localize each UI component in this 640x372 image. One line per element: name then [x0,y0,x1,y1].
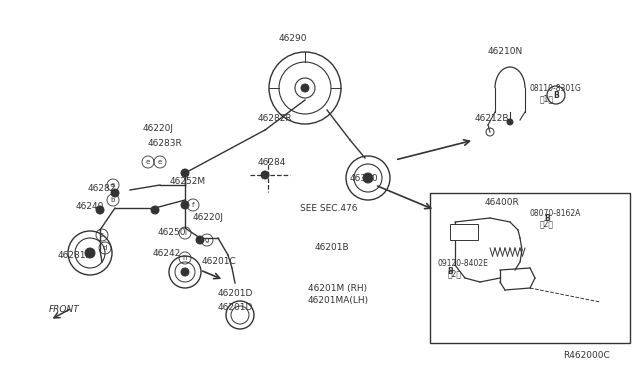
Text: h: h [183,255,188,261]
Circle shape [196,236,204,244]
Text: f: f [192,202,195,208]
Text: 46282R: 46282R [258,113,292,122]
Text: FRONT: FRONT [49,305,79,314]
Text: 46201B: 46201B [315,243,349,251]
Text: B: B [544,214,550,222]
Circle shape [363,173,373,183]
Text: 46210N: 46210N [488,46,524,55]
Text: 46310: 46310 [350,173,379,183]
Text: a: a [111,182,115,188]
Circle shape [261,171,269,179]
Text: 46242: 46242 [153,248,181,257]
Text: 46284: 46284 [258,157,286,167]
Text: 46201MA(LH): 46201MA(LH) [308,295,369,305]
Text: B: B [553,90,559,99]
Circle shape [96,206,104,214]
Text: 46281N: 46281N [58,250,93,260]
Circle shape [111,189,119,197]
Text: （1）: （1） [540,94,554,103]
Text: （2）: （2） [540,219,554,228]
Text: b: b [111,197,115,203]
Text: （2）: （2） [448,269,462,279]
Text: 46201D: 46201D [218,289,253,298]
Text: 46240: 46240 [76,202,104,211]
Text: 46220J: 46220J [193,212,224,221]
Circle shape [181,201,189,209]
Circle shape [301,84,309,92]
Text: 46282: 46282 [88,183,116,192]
Text: 46250: 46250 [158,228,186,237]
Circle shape [85,248,95,258]
Text: SEE SEC.476: SEE SEC.476 [300,203,358,212]
Text: e: e [146,159,150,165]
Text: 46252M: 46252M [170,176,206,186]
Circle shape [181,268,189,276]
Text: 46290: 46290 [279,33,307,42]
Text: c: c [100,232,104,238]
Text: 46201C: 46201C [202,257,237,266]
Text: 46201D: 46201D [218,304,253,312]
Text: 08110-8301G: 08110-8301G [530,83,582,93]
Text: e: e [158,159,162,165]
FancyBboxPatch shape [430,193,630,343]
FancyBboxPatch shape [450,224,478,240]
Text: R462000C: R462000C [563,350,610,359]
Text: 46283R: 46283R [148,138,183,148]
Text: 08070-8162A: 08070-8162A [530,208,581,218]
Text: 09120-8402E: 09120-8402E [438,259,489,267]
Text: B: B [447,267,453,276]
Text: d: d [103,245,107,251]
Circle shape [507,119,513,125]
Circle shape [151,206,159,214]
Text: 46201M (RH): 46201M (RH) [308,283,367,292]
Circle shape [181,169,189,177]
Text: g: g [205,237,209,243]
Text: 46400R: 46400R [485,198,520,206]
Text: 46220J: 46220J [143,124,174,132]
Text: i: i [184,230,186,236]
Text: 46212B: 46212B [475,113,509,122]
